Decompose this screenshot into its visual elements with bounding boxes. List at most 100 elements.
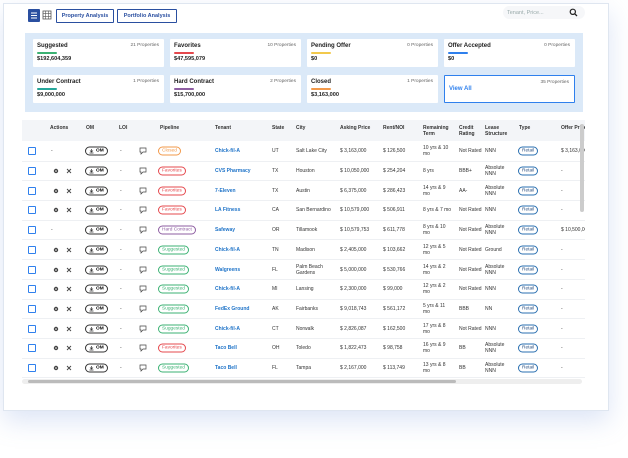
lease-cell: Absolute NNN xyxy=(485,342,505,355)
pipeline-badge[interactable]: Favorites xyxy=(158,166,186,176)
row-checkbox[interactable] xyxy=(28,167,36,176)
om-button[interactable]: OM xyxy=(85,304,108,314)
row-checkbox[interactable] xyxy=(28,304,36,313)
tenant-link[interactable]: Safeway xyxy=(215,227,236,234)
v-scroll-thumb[interactable] xyxy=(580,124,584,212)
download-icon xyxy=(89,346,94,351)
status-card[interactable]: Under Contract $9,000,000 1 Properties xyxy=(33,75,164,103)
status-card[interactable]: Offer Accepted $0 0 Properties xyxy=(444,39,575,67)
action-icons[interactable] xyxy=(52,206,74,214)
status-card[interactable]: Closed $3,163,000 1 Properties xyxy=(307,75,438,103)
loi-value: - xyxy=(120,345,122,352)
loi-chat-icon[interactable] xyxy=(139,266,148,274)
search-input[interactable]: Tenant, Price... xyxy=(503,6,585,19)
status-card[interactable]: Favorites $47,595,079 10 Properties xyxy=(170,39,301,67)
loi-chat-icon[interactable] xyxy=(139,325,148,333)
list-view-icon[interactable] xyxy=(28,9,40,22)
action-icons[interactable] xyxy=(52,325,74,333)
row-checkbox[interactable] xyxy=(28,245,36,254)
om-button[interactable]: OM xyxy=(85,186,108,196)
pipeline-badge[interactable]: Suggested xyxy=(158,324,189,334)
action-icons[interactable] xyxy=(52,285,74,293)
portfolio-analysis-button[interactable]: Portfolio Analysis xyxy=(117,9,177,23)
row-checkbox[interactable] xyxy=(28,206,36,215)
tenant-link[interactable]: Chick-fil-A xyxy=(215,325,240,332)
action-icons[interactable] xyxy=(52,246,74,254)
row-checkbox[interactable] xyxy=(28,265,36,274)
pipeline-badge[interactable]: Favorites xyxy=(158,343,186,353)
status-card[interactable]: Suggested $192,604,359 21 Properties xyxy=(33,39,164,67)
om-button[interactable]: OM xyxy=(85,284,108,294)
term-cell: 17 yrs & 8 mo xyxy=(423,322,446,335)
download-icon xyxy=(89,247,94,253)
pipeline-badge[interactable]: Favorites xyxy=(158,186,186,196)
asking-cell: $ 2,405,000 xyxy=(340,246,367,253)
om-button[interactable]: OM xyxy=(85,245,108,255)
tenant-link[interactable]: Chick-fil-A xyxy=(215,286,240,293)
card-value: $15,700,000 xyxy=(174,92,206,98)
loi-chat-icon[interactable] xyxy=(139,285,148,294)
tenant-link[interactable]: Chick-fil-A xyxy=(215,246,240,253)
row-checkbox[interactable] xyxy=(28,364,36,373)
loi-chat-icon[interactable] xyxy=(139,344,148,353)
loi-chat-icon[interactable] xyxy=(139,305,148,313)
pipeline-badge[interactable]: Favorites xyxy=(158,205,186,215)
loi-chat-icon[interactable] xyxy=(139,187,148,195)
row-checkbox[interactable] xyxy=(28,186,36,195)
action-icons[interactable] xyxy=(52,187,74,195)
om-button[interactable]: OM xyxy=(85,265,108,275)
pipeline-badge[interactable]: Suggested xyxy=(158,284,189,294)
pipeline-badge[interactable]: Suggested xyxy=(158,245,189,255)
loi-chat-icon[interactable] xyxy=(139,206,148,215)
row-checkbox[interactable] xyxy=(28,285,36,294)
row-checkbox[interactable] xyxy=(28,147,36,156)
action-icons[interactable] xyxy=(52,167,74,175)
download-icon xyxy=(89,228,94,233)
loi-chat-icon[interactable] xyxy=(139,226,148,234)
om-button[interactable]: OM xyxy=(85,166,108,176)
tenant-link[interactable]: LA Fitness xyxy=(215,207,241,214)
action-icons[interactable] xyxy=(52,344,74,352)
card-value: $9,000,000 xyxy=(37,92,65,98)
tenant-link[interactable]: CVS Pharmacy xyxy=(215,168,251,175)
row-checkbox[interactable] xyxy=(28,344,36,353)
tenant-link[interactable]: Chick-fil-A xyxy=(215,148,240,155)
om-button[interactable]: OM xyxy=(85,146,108,156)
loi-chat-icon[interactable] xyxy=(139,167,148,175)
action-icons[interactable] xyxy=(52,364,74,372)
credit-cell: Not Rated xyxy=(459,227,482,234)
row-checkbox[interactable] xyxy=(28,324,36,333)
pipeline-badge[interactable]: Closed xyxy=(158,146,181,156)
property-analysis-button[interactable]: Property Analysis xyxy=(56,9,114,23)
status-card[interactable]: Hard Contract $15,700,000 2 Properties xyxy=(170,75,301,103)
tenant-link[interactable]: 7-Eleven xyxy=(215,187,236,194)
loi-chat-icon[interactable] xyxy=(139,364,148,372)
tenant-link[interactable]: FedEx Ground xyxy=(215,305,250,312)
om-button[interactable]: OM xyxy=(85,343,108,353)
h-scroll-thumb[interactable] xyxy=(28,380,456,383)
view-all-card[interactable]: View All 35 Properties xyxy=(444,75,575,103)
loi-value: - xyxy=(120,187,122,194)
om-button[interactable]: OM xyxy=(85,205,108,215)
status-card[interactable]: Pending Offer $0 0 Properties xyxy=(307,39,438,67)
action-icons[interactable] xyxy=(52,305,74,313)
row-checkbox[interactable] xyxy=(28,226,36,235)
tenant-link[interactable]: Taco Bell xyxy=(215,345,237,352)
credit-cell: BB xyxy=(459,345,466,352)
pipeline-badge[interactable]: Suggested xyxy=(158,363,189,373)
tenant-link[interactable]: Taco Bell xyxy=(215,365,237,372)
action-icons[interactable] xyxy=(52,266,74,274)
om-button[interactable]: OM xyxy=(85,363,108,373)
tenant-link[interactable]: Walgreens xyxy=(215,266,241,273)
grid-view-icon[interactable] xyxy=(42,10,52,20)
pipeline-badge[interactable]: Suggested xyxy=(158,304,189,314)
om-button[interactable]: OM xyxy=(85,225,108,235)
search-icon[interactable] xyxy=(569,8,578,17)
card-value: $47,595,079 xyxy=(174,56,206,62)
pipeline-badge[interactable]: Hard Contract xyxy=(158,225,196,235)
loi-chat-icon[interactable] xyxy=(139,246,148,254)
loi-chat-icon[interactable] xyxy=(139,147,148,156)
om-button[interactable]: OM xyxy=(85,324,108,334)
pipeline-badge[interactable]: Suggested xyxy=(158,265,189,275)
type-badge: Retail xyxy=(518,363,539,373)
